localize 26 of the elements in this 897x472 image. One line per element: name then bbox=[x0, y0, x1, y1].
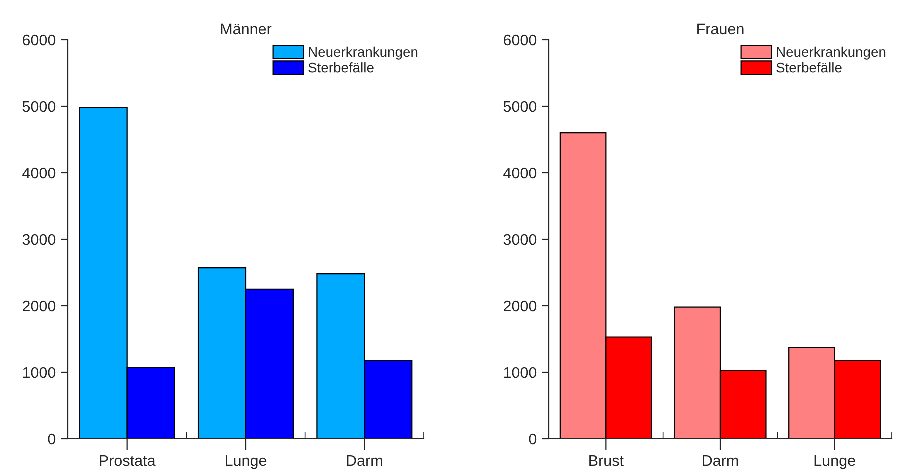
x-tick-label: Lunge bbox=[226, 456, 267, 470]
y-tick-label: 5000 bbox=[504, 101, 537, 112]
y-tick-label: 0 bbox=[529, 434, 537, 445]
y-tick-label: 3000 bbox=[22, 234, 56, 246]
y-tick-label: 4000 bbox=[504, 168, 537, 179]
y-tick-label: 6000 bbox=[22, 34, 56, 46]
y-tick-label: 1000 bbox=[504, 367, 537, 378]
chart-title: Frauen bbox=[698, 24, 744, 35]
y-tick-label: 4000 bbox=[22, 168, 56, 179]
x-tick-label: Darm bbox=[703, 456, 738, 466]
y-tick-label: 3000 bbox=[504, 234, 537, 246]
legend-label: Sterbefälle bbox=[308, 62, 374, 73]
legend-label: Neuerkrankungen bbox=[777, 46, 886, 60]
y-tick-label: 6000 bbox=[504, 34, 537, 46]
x-tick-label: Darm bbox=[347, 456, 382, 466]
y-tick-label: 5000 bbox=[22, 101, 56, 112]
y-tick-label: 0 bbox=[48, 434, 56, 445]
legend-label: Sterbefälle bbox=[776, 62, 842, 73]
y-tick-label: 2000 bbox=[504, 300, 537, 312]
x-tick-label: Prostata bbox=[100, 456, 156, 466]
legend-label: Neuerkrankungen bbox=[309, 46, 418, 60]
x-tick-label: Brust bbox=[590, 456, 624, 466]
y-tick-label: 2000 bbox=[22, 300, 56, 312]
chart-title: Männer bbox=[221, 24, 272, 35]
x-tick-label: Lunge bbox=[814, 456, 856, 470]
y-tick-label: 1000 bbox=[23, 367, 56, 378]
